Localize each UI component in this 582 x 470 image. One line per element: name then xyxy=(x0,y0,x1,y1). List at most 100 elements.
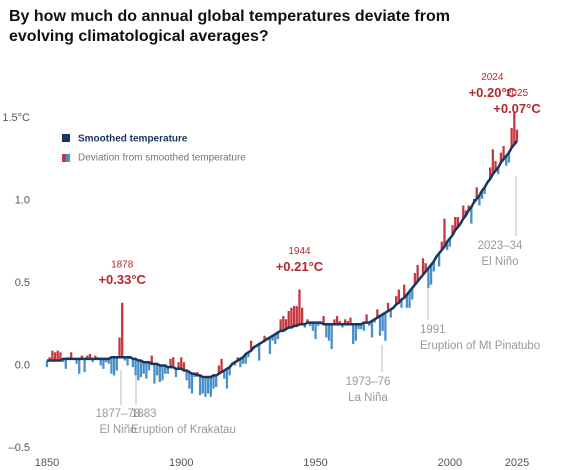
deviation-bar xyxy=(201,377,204,394)
y-tick-label: 1.0 xyxy=(15,194,30,206)
deviation-bar xyxy=(333,319,336,325)
deviation-bar xyxy=(343,319,347,325)
deviation-bar xyxy=(249,340,253,351)
annotation: Eruption of Krakatau xyxy=(131,424,236,436)
deviation-bar xyxy=(306,319,309,323)
deviation-bar xyxy=(507,152,511,163)
value-label: +0.33°C xyxy=(98,272,146,287)
deviation-bar xyxy=(314,322,317,340)
deviation-bar xyxy=(373,319,376,323)
deviation-bar xyxy=(349,317,352,325)
deviation-bar xyxy=(510,127,513,148)
deviation-bar xyxy=(145,362,148,379)
deviation-bar xyxy=(397,289,400,303)
value-label-year: 2025 xyxy=(506,88,529,99)
deviation-bar xyxy=(56,350,59,361)
deviation-bar xyxy=(505,155,508,166)
y-tick-label: –0.5 xyxy=(9,442,30,454)
x-tick-label: 1900 xyxy=(169,457,193,469)
deviation-bar xyxy=(446,241,449,250)
deviation-bar xyxy=(298,289,301,325)
deviation-bar xyxy=(424,263,427,272)
value-label-year: 2024 xyxy=(481,72,504,83)
deviation-bar xyxy=(480,190,484,199)
deviation-bar xyxy=(284,319,288,330)
deviation-bar xyxy=(317,322,320,326)
deviation-bar xyxy=(239,358,242,368)
deviation-bar xyxy=(287,311,290,328)
annotation: Eruption of Mt Pinatubo xyxy=(420,340,540,352)
value-label: +0.20°C xyxy=(469,85,517,100)
deviation-bar xyxy=(70,352,73,359)
deviation-bar xyxy=(161,365,164,381)
deviation-bar xyxy=(217,365,221,374)
deviation-bar xyxy=(478,195,481,206)
deviation-bar xyxy=(395,296,398,305)
deviation-bar xyxy=(489,167,492,180)
deviation-bar xyxy=(88,353,92,359)
deviation-bar xyxy=(271,335,274,341)
y-tick-label: 0.5 xyxy=(15,277,30,289)
x-tick-label: 2025 xyxy=(505,457,529,469)
value-label: +0.07°C xyxy=(493,101,541,116)
annotation: 1883 xyxy=(131,408,157,420)
deviation-bar xyxy=(384,312,387,341)
legend-swatch xyxy=(66,154,70,162)
value-label-year: 1944 xyxy=(288,246,311,257)
deviation-bar xyxy=(182,362,186,371)
deviation-bar xyxy=(354,324,357,341)
deviation-bar xyxy=(169,358,172,368)
deviation-bar xyxy=(155,363,159,376)
deviation-bar xyxy=(475,187,478,199)
deviation-bar xyxy=(370,320,374,338)
deviation-bar xyxy=(405,294,409,308)
deviation-bar xyxy=(502,146,505,160)
deviation-bar xyxy=(381,314,384,331)
deviation-bar xyxy=(491,149,494,175)
deviation-bar xyxy=(309,322,312,326)
deviation-bar xyxy=(403,284,406,298)
deviation-bar xyxy=(362,322,366,331)
deviation-bar xyxy=(327,324,331,341)
deviation-bar xyxy=(164,365,167,374)
deviation-bar xyxy=(282,316,285,331)
deviation-bar xyxy=(462,205,465,219)
deviation-bar xyxy=(223,370,226,379)
annotation: 1991 xyxy=(420,324,446,336)
deviation-bar xyxy=(104,358,108,363)
deviation-bar xyxy=(188,372,191,389)
deviation-bar xyxy=(290,307,293,328)
deviation-bar xyxy=(427,268,430,288)
deviation-bar xyxy=(94,355,97,359)
x-tick-label: 1950 xyxy=(303,457,327,469)
deviation-bar xyxy=(61,358,65,363)
deviation-bar xyxy=(134,358,137,376)
deviation-bar xyxy=(204,377,207,397)
deviation-bar xyxy=(244,353,247,364)
deviation-bar xyxy=(233,362,237,366)
chart-title-line: evolving climatological averages? xyxy=(9,28,269,45)
deviation-bar xyxy=(78,358,81,374)
deviation-bar xyxy=(137,360,140,381)
deviation-bar xyxy=(147,362,151,371)
deviation-bar xyxy=(322,316,325,325)
deviation-bar xyxy=(389,309,392,318)
deviation-bar xyxy=(454,217,457,231)
deviation-bar xyxy=(263,335,266,341)
deviation-bar xyxy=(180,357,183,369)
deviation-bar xyxy=(421,258,425,275)
deviation-bar xyxy=(413,273,417,285)
deviation-bar xyxy=(115,357,118,371)
deviation-bar xyxy=(360,324,363,330)
deviation-bar xyxy=(467,205,470,211)
deviation-bar xyxy=(368,322,371,326)
deviation-bar xyxy=(416,264,419,282)
deviation-bar xyxy=(185,370,188,381)
deviation-bar xyxy=(443,218,446,247)
deviation-bar xyxy=(51,350,54,361)
deviation-bar xyxy=(153,363,156,384)
deviation-bar xyxy=(196,372,199,376)
deviation-bar xyxy=(107,358,110,364)
deviation-bar xyxy=(241,357,245,364)
